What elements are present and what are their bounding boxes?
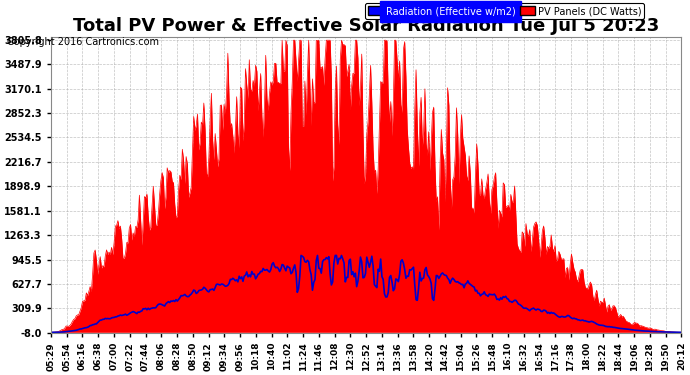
Text: Copyright 2016 Cartronics.com: Copyright 2016 Cartronics.com bbox=[7, 37, 159, 47]
Legend: Radiation (Effective w/m2), PV Panels (DC Watts): Radiation (Effective w/m2), PV Panels (D… bbox=[365, 3, 644, 19]
Title: Total PV Power & Effective Solar Radiation Tue Jul 5 20:23: Total PV Power & Effective Solar Radiati… bbox=[73, 17, 659, 35]
